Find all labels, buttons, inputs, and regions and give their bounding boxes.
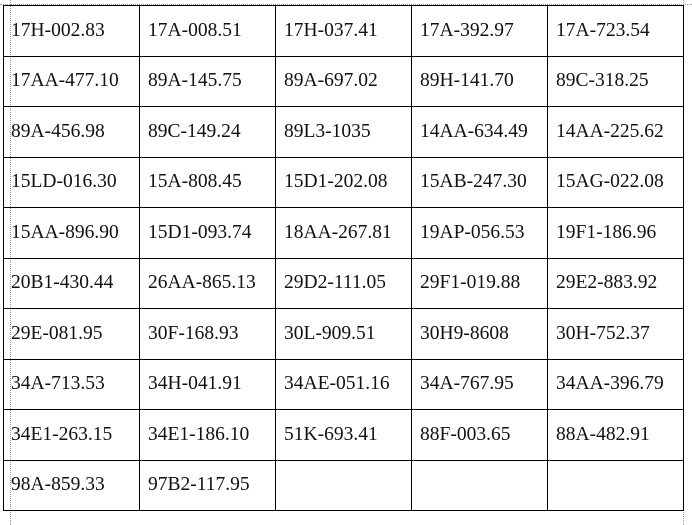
table-row: 34E1-263.15 34E1-186.10 51K-693.41 88F-003.…: [3, 409, 684, 461]
table-cell[interactable]: 18AA-267.81: [275, 207, 412, 259]
table-cell[interactable]: 17AA-477.10: [3, 55, 140, 107]
table-cell[interactable]: 97B2-117.95: [139, 459, 276, 511]
table-cell[interactable]: 29E2-883.92: [547, 257, 684, 309]
table-cell[interactable]: 26AA-865.13: [139, 257, 276, 309]
margin-guide-right: [683, 0, 684, 525]
table-cell[interactable]: 15D1-202.08: [275, 156, 412, 208]
table-cell[interactable]: 34A-767.95: [411, 358, 548, 410]
table-cell[interactable]: 29E-081.95: [3, 308, 140, 360]
table-cell[interactable]: 15AA-896.90: [3, 207, 140, 259]
table-row: 15AA-896.90 15D1-093.74 18AA-267.81 19AP-05…: [3, 207, 684, 259]
table-cell[interactable]: [547, 459, 684, 511]
table-cell[interactable]: 29D2-111.05: [275, 257, 412, 309]
table-cell[interactable]: 89A-456.98: [3, 106, 140, 158]
table-cell[interactable]: 34E1-263.15: [3, 409, 140, 461]
table-cell[interactable]: 14AA-225.62: [547, 106, 684, 158]
table-cell[interactable]: 17A-392.97: [411, 5, 548, 57]
table-cell[interactable]: 51K-693.41: [275, 409, 412, 461]
table-cell[interactable]: 19AP-056.53: [411, 207, 548, 259]
table-row: 15LD-016.30 15A-808.45 15D1-202.08 15AB-247…: [3, 156, 684, 208]
table-cell[interactable]: 89C-149.24: [139, 106, 276, 158]
table-cell[interactable]: 34AE-051.16: [275, 358, 412, 410]
table-cell[interactable]: 15LD-016.30: [3, 156, 140, 208]
table-cell[interactable]: 19F1-186.96: [547, 207, 684, 259]
table-row: 20B1-430.44 26AA-865.13 29D2-111.05 29F1-01…: [3, 257, 684, 309]
table-cell[interactable]: 17H-002.83: [3, 5, 140, 57]
table-cell[interactable]: [275, 459, 412, 511]
table-cell[interactable]: 34H-041.91: [139, 358, 276, 410]
table-cell[interactable]: 15AB-247.30: [411, 156, 548, 208]
table-row: 17H-002.83 17A-008.51 17H-037.41 17A-392.97…: [3, 5, 684, 57]
table-cell[interactable]: 89A-145.75: [139, 55, 276, 107]
table-cell[interactable]: 15D1-093.74: [139, 207, 276, 259]
table-cell[interactable]: 30H9-8608: [411, 308, 548, 360]
table-cell[interactable]: 88F-003.65: [411, 409, 548, 461]
table-cell[interactable]: 89H-141.70: [411, 55, 548, 107]
table-cell[interactable]: 30L-909.51: [275, 308, 412, 360]
table-cell[interactable]: 88A-482.91: [547, 409, 684, 461]
table-cell[interactable]: 15A-808.45: [139, 156, 276, 208]
table-row: 98A-859.33 97B2-117.95: [3, 459, 684, 511]
table-cell[interactable]: [411, 459, 548, 511]
table-cell[interactable]: 30H-752.37: [547, 308, 684, 360]
table-cell[interactable]: 89A-697.02: [275, 55, 412, 107]
table-cell[interactable]: 17A-723.54: [547, 5, 684, 57]
table-cell[interactable]: 30F-168.93: [139, 308, 276, 360]
margin-guide-top: [0, 4, 692, 5]
table-cell[interactable]: 29F1-019.88: [411, 257, 548, 309]
table-cell[interactable]: 20B1-430.44: [3, 257, 140, 309]
table-cell[interactable]: 89L3-1035: [275, 106, 412, 158]
table-row: 29E-081.95 30F-168.93 30L-909.51 30H9-8608 3…: [3, 308, 684, 360]
plate-number-table: 17H-002.83 17A-008.51 17H-037.41 17A-392.97…: [3, 5, 684, 511]
table-cell[interactable]: 17H-037.41: [275, 5, 412, 57]
table-cell[interactable]: 34E1-186.10: [139, 409, 276, 461]
table-row: 89A-456.98 89C-149.24 89L3-1035 14AA-634.49…: [3, 106, 684, 158]
table-cell[interactable]: 34A-713.53: [3, 358, 140, 410]
table-row: 17AA-477.10 89A-145.75 89A-697.02 89H-141.7…: [3, 55, 684, 107]
table-cell[interactable]: 17A-008.51: [139, 5, 276, 57]
table-cell[interactable]: 14AA-634.49: [411, 106, 548, 158]
table-cell[interactable]: 89C-318.25: [547, 55, 684, 107]
table-cell[interactable]: 34AA-396.79: [547, 358, 684, 410]
table-cell[interactable]: 98A-859.33: [3, 459, 140, 511]
table-row: 34A-713.53 34H-041.91 34AE-051.16 34A-767.9…: [3, 358, 684, 410]
table-cell[interactable]: 15AG-022.08: [547, 156, 684, 208]
